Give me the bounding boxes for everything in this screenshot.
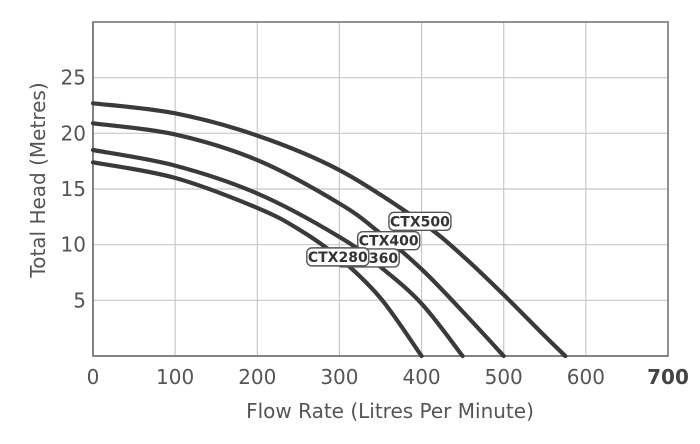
grid (92, 21, 669, 357)
series-name-label: CTX500 (390, 214, 450, 230)
curve-ctx360 (90, 147, 465, 359)
series-name-label: CTX280 (308, 250, 368, 266)
x-tick-label: 600 (567, 365, 605, 389)
x-tick-label: 400 (402, 365, 440, 389)
y-tick-label: 15 (61, 177, 86, 201)
x-tick-label: 0 (87, 365, 100, 389)
y-tick-label: 20 (61, 121, 86, 145)
curve-labels: CTX500CTX400CTX360CTX280 (306, 211, 452, 268)
x-axis-title: Flow Rate (Litres Per Minute) (246, 399, 534, 423)
curve-label-box (306, 247, 370, 267)
curve-label-ctx400: CTX400 (357, 230, 421, 251)
curve-label-ctx500: CTX500 (388, 211, 452, 232)
curves (90, 101, 568, 359)
x-tick-label: 200 (238, 365, 276, 389)
y-tick-label: 25 (61, 66, 86, 90)
curve-ctx400 (90, 121, 506, 359)
y-tick-label: 5 (73, 288, 86, 312)
tick-labels: 0 100 200 300 400 500 600 700 5 10 15 20 25 (61, 66, 689, 389)
x-tick-label: 300 (320, 365, 358, 389)
y-tick-label: 10 (61, 233, 86, 257)
x-tick-label: 100 (156, 365, 194, 389)
curve-label-ctx280: CTX280 (306, 247, 370, 267)
x-tick-label: 700 (647, 365, 689, 389)
curve-ctx280 (90, 160, 424, 359)
y-axis-title: Total Head (Metres) (26, 82, 50, 278)
series-name-label: CTX400 (359, 234, 419, 250)
curve-ctx500 (90, 101, 568, 359)
x-tick-label: 500 (485, 365, 523, 389)
curve-label-box (388, 211, 452, 232)
